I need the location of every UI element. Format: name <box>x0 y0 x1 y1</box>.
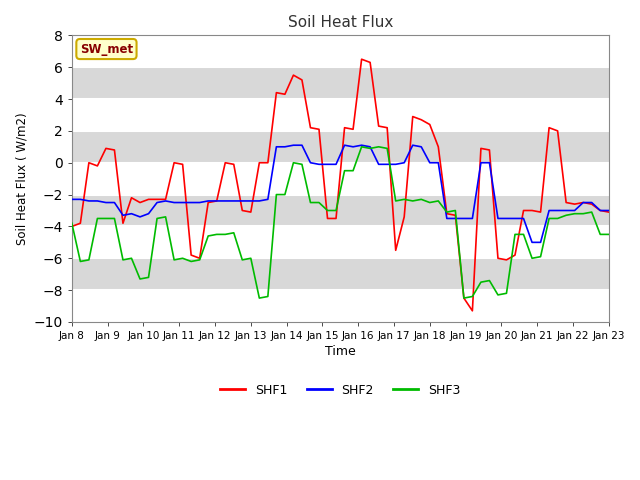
Bar <box>72 36 609 67</box>
Bar <box>72 290 609 322</box>
X-axis label: Time: Time <box>325 345 356 358</box>
Y-axis label: Soil Heat Flux ( W/m2): Soil Heat Flux ( W/m2) <box>15 112 28 245</box>
Bar <box>72 227 609 258</box>
Legend: SHF1, SHF2, SHF3: SHF1, SHF2, SHF3 <box>216 379 465 402</box>
Title: Soil Heat Flux: Soil Heat Flux <box>287 15 393 30</box>
Bar <box>72 163 609 194</box>
Bar <box>72 99 609 131</box>
Text: SW_met: SW_met <box>80 43 133 56</box>
